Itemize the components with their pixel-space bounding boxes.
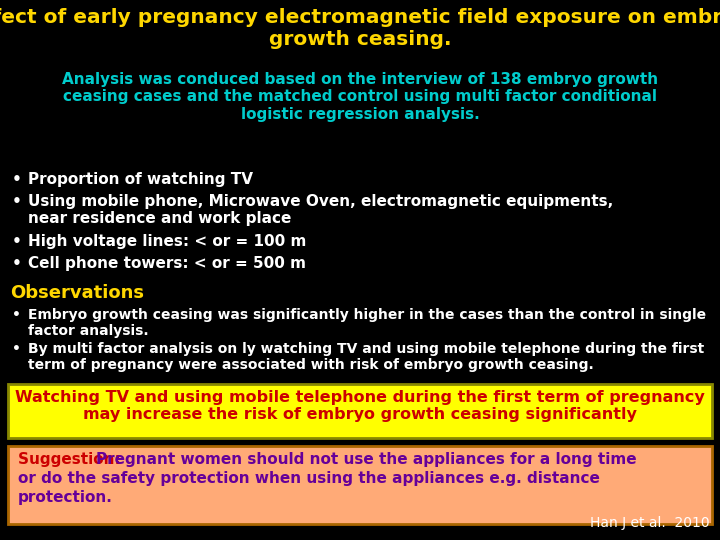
- Text: •: •: [12, 308, 21, 322]
- Bar: [8, 446, 712, 524]
- Text: •: •: [12, 256, 22, 271]
- Text: •: •: [12, 194, 22, 209]
- Text: •: •: [12, 342, 21, 356]
- Text: Watching TV and using mobile telephone during the first term of pregnancy
may in: Watching TV and using mobile telephone d…: [15, 390, 705, 422]
- Text: By multi factor analysis on ly watching TV and using mobile telephone during the: By multi factor analysis on ly watching …: [28, 342, 704, 372]
- Bar: [8, 384, 712, 438]
- Text: High voltage lines: < or = 100 m: High voltage lines: < or = 100 m: [28, 234, 307, 249]
- Text: Pregnant women should not use the appliances for a long time: Pregnant women should not use the applia…: [96, 452, 636, 467]
- Text: •: •: [12, 234, 22, 249]
- Text: or do the safety protection when using the appliances e.g. distance: or do the safety protection when using t…: [18, 471, 600, 486]
- Text: Analysis was conduced based on the interview of 138 embryo growth
ceasing cases : Analysis was conduced based on the inter…: [62, 72, 658, 122]
- Text: •: •: [12, 172, 22, 187]
- Text: Cell phone towers: < or = 500 m: Cell phone towers: < or = 500 m: [28, 256, 306, 271]
- Text: Embryo growth ceasing was significantly higher in the cases than the control in : Embryo growth ceasing was significantly …: [28, 308, 706, 338]
- Text: Suggestion:: Suggestion:: [18, 452, 126, 467]
- Text: Proportion of watching TV: Proportion of watching TV: [28, 172, 253, 187]
- Text: protection.: protection.: [18, 490, 113, 505]
- Text: Using mobile phone, Microwave Oven, electromagnetic equipments,
near residence a: Using mobile phone, Microwave Oven, elec…: [28, 194, 613, 226]
- Text: Han J et al.  2010: Han J et al. 2010: [590, 516, 710, 530]
- Text: Effect of early pregnancy electromagnetic field exposure on embryo
growth ceasin: Effect of early pregnancy electromagneti…: [0, 8, 720, 49]
- Text: Observations: Observations: [10, 284, 144, 302]
